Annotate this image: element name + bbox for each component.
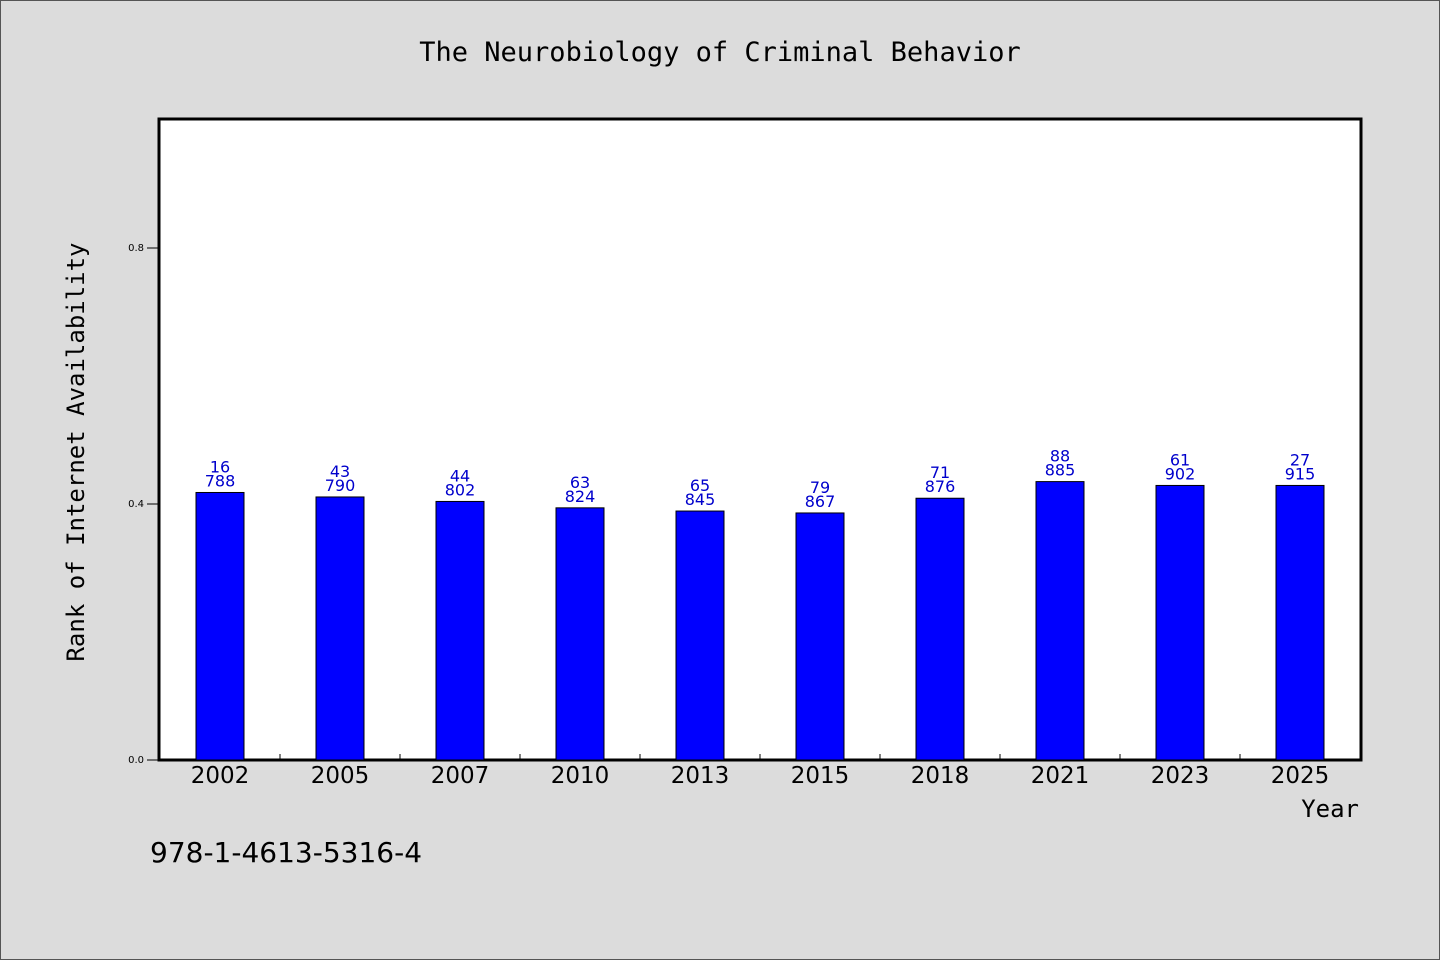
bar-2023 — [1155, 484, 1205, 761]
bar-2010 — [555, 507, 605, 761]
bar-2005 — [315, 496, 365, 761]
x-tick-label: 2023 — [1151, 763, 1210, 789]
data-label-bottom: 790 — [325, 476, 356, 495]
x-tick-label: 2013 — [671, 763, 730, 789]
data-label-bottom: 867 — [805, 492, 836, 511]
data-label-bottom: 824 — [565, 487, 596, 506]
y-tick-label: 0.4 — [128, 499, 144, 510]
data-label-bottom: 802 — [445, 480, 476, 499]
y-tick-label: 0.0 — [128, 755, 144, 766]
bar-2021 — [1035, 481, 1085, 761]
data-label-bottom: 845 — [685, 490, 716, 509]
data-label-bottom: 915 — [1285, 464, 1316, 483]
data-label-bottom: 902 — [1165, 464, 1196, 483]
bar-2015 — [795, 512, 845, 761]
bar-2002 — [195, 491, 245, 761]
x-tick-label: 2002 — [191, 763, 250, 789]
bar-2018 — [915, 497, 965, 761]
y-tick-label: 0.8 — [128, 243, 144, 254]
data-label-top: 63 — [570, 473, 590, 492]
data-label-top: 43 — [330, 462, 350, 481]
data-label-top: 71 — [930, 463, 950, 482]
bar-series — [195, 481, 1325, 761]
data-label-top: 88 — [1050, 447, 1070, 466]
data-label-top: 79 — [810, 478, 830, 497]
x-tick-label: 2015 — [791, 763, 850, 789]
isbn-text: 978-1-4613-5316-4 — [150, 836, 422, 869]
bar-2007 — [435, 500, 485, 761]
x-tick-label: 2005 — [311, 763, 370, 789]
x-tick-label: 2007 — [431, 763, 490, 789]
x-tick-label: 2025 — [1271, 763, 1330, 789]
y-axis-label: Rank of Internet Availability — [62, 242, 90, 661]
x-axis: 2002 2005 2007 2010 2013 2015 2018 2021 2023 2025 — [191, 754, 1330, 789]
x-tick-label: 2018 — [911, 763, 970, 789]
data-label-top: 65 — [690, 476, 710, 495]
x-tick-label: 2021 — [1031, 763, 1090, 789]
data-label-bottom: 876 — [925, 477, 956, 496]
y-axis: 0.0 0.4 0.8 — [128, 243, 160, 766]
data-label-bottom: 885 — [1045, 461, 1076, 480]
data-label-top: 16 — [210, 457, 230, 476]
data-label-bottom: 788 — [205, 471, 236, 490]
x-axis-label: Year — [1301, 795, 1359, 823]
bar-2025 — [1275, 484, 1325, 761]
bar-2013 — [675, 510, 725, 761]
chart-title: The Neurobiology of Criminal Behavior — [419, 37, 1020, 68]
x-tick-label: 2010 — [551, 763, 610, 789]
data-label-top: 44 — [450, 466, 470, 485]
data-label-top: 27 — [1290, 450, 1310, 469]
data-label-top: 61 — [1170, 450, 1190, 469]
